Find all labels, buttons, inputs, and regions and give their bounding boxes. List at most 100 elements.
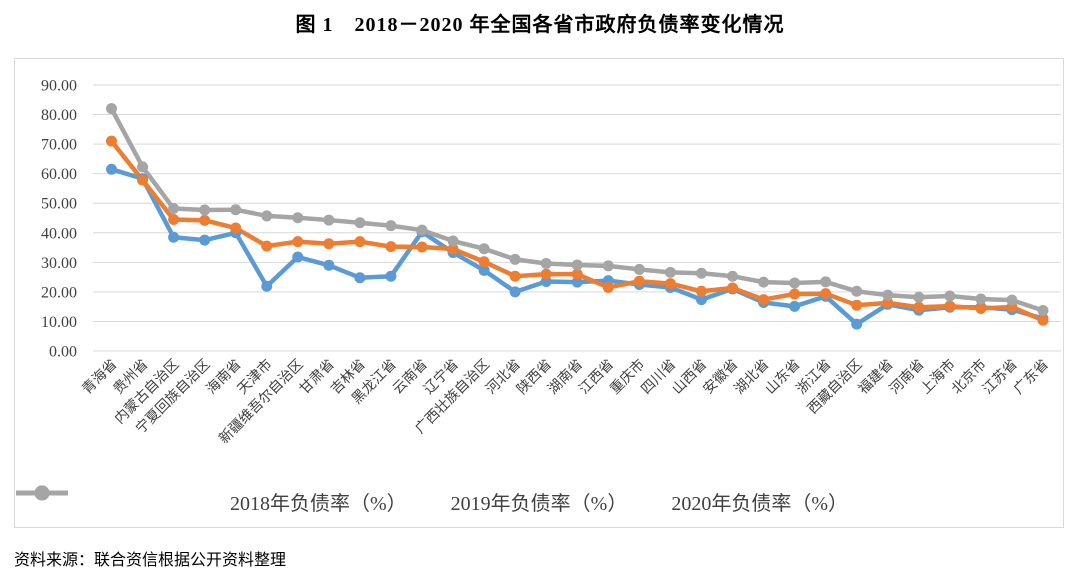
- data-point: [106, 163, 117, 175]
- data-point: [261, 240, 273, 252]
- data-point: [695, 267, 707, 279]
- data-point: [664, 266, 676, 278]
- data-point: [602, 260, 614, 272]
- legend-label: 2019年负债率（%）: [450, 492, 628, 515]
- data-point: [944, 290, 956, 302]
- data-point: [633, 263, 645, 275]
- data-point: [447, 235, 459, 247]
- data-point: [199, 234, 211, 246]
- data-point: [230, 222, 242, 234]
- data-point: [106, 135, 117, 147]
- data-point: [261, 210, 273, 222]
- data-point: [354, 272, 366, 284]
- data-point: [416, 241, 428, 253]
- data-point: [540, 258, 552, 270]
- chart-legend: 2018年负债率（%） 2019年负债率（%） 2020年负债率（%）: [15, 484, 1063, 518]
- data-point: [478, 256, 490, 268]
- data-point: [727, 282, 738, 294]
- data-point: [168, 203, 180, 215]
- data-point: [323, 259, 335, 271]
- data-point: [820, 288, 832, 300]
- y-axis-tick-label: 10.00: [41, 314, 77, 331]
- data-point: [1037, 314, 1049, 326]
- data-point: [1037, 305, 1049, 317]
- legend-item: 2020年负债率（%）: [16, 485, 848, 516]
- data-point: [758, 276, 770, 288]
- data-point: [106, 103, 117, 115]
- legend-label: 2018年负债率（%）: [229, 492, 407, 515]
- data-point: [820, 276, 832, 288]
- data-point: [323, 214, 335, 226]
- data-point: [602, 281, 614, 293]
- data-point: [385, 241, 397, 253]
- data-point: [851, 318, 863, 330]
- legend-marker-icon: [16, 485, 68, 501]
- data-point: [571, 276, 583, 288]
- data-point: [168, 213, 180, 225]
- source-note: 资料来源：联合资信根据公开资料整理: [14, 552, 287, 569]
- data-point: [695, 294, 707, 306]
- data-point: [478, 264, 490, 276]
- data-point: [168, 231, 180, 243]
- data-point: [137, 174, 149, 186]
- y-axis-tick-label: 90.00: [41, 78, 77, 95]
- y-axis-tick-label: 70.00: [41, 137, 77, 154]
- y-axis-tick-label: 30.00: [41, 255, 77, 272]
- data-point: [261, 280, 273, 292]
- data-point: [354, 217, 366, 229]
- data-point: [882, 289, 894, 301]
- data-point: [571, 268, 583, 280]
- data-point: [292, 236, 304, 248]
- data-point: [292, 251, 304, 263]
- data-point: [727, 270, 738, 282]
- data-point: [416, 224, 428, 236]
- data-point: [385, 270, 397, 282]
- data-point: [354, 236, 366, 248]
- y-axis-tick-label: 60.00: [41, 166, 77, 183]
- series-line: [109, 139, 1044, 323]
- chart-title: 图 1 2018－2020 年全国各省市政府负债率变化情况: [295, 14, 785, 36]
- y-axis-tick-label: 20.00: [41, 284, 77, 301]
- data-point: [571, 259, 583, 271]
- data-point: [851, 285, 863, 297]
- data-point: [199, 214, 211, 226]
- legend-item: 2019年负债率（%）: [16, 485, 628, 516]
- data-point: [292, 212, 304, 224]
- data-point: [478, 243, 490, 255]
- data-point: [199, 204, 211, 216]
- data-point: [695, 285, 707, 297]
- data-point: [664, 278, 676, 290]
- x-axis-label: 广东省: [1011, 357, 1052, 398]
- data-point: [1006, 294, 1018, 306]
- legend-label: 2020年负债率（%）: [671, 492, 848, 515]
- data-point: [944, 300, 956, 312]
- y-axis-tick-label: 40.00: [41, 225, 77, 242]
- data-point: [447, 243, 459, 255]
- data-point: [789, 288, 801, 300]
- line-chart-canvas: 0.00 10.00 20.00 30.00 40.00 50.00 60.00 70.00 8…: [41, 78, 1061, 447]
- data-point: [509, 270, 521, 282]
- data-point: [882, 297, 894, 309]
- chart-frame: 0.00 10.00 20.00 30.00 40.00 50.00 60.00 70.00 8…: [14, 58, 1064, 528]
- y-axis-tick-label: 0.00: [49, 344, 77, 361]
- data-point: [975, 293, 987, 305]
- data-point: [913, 301, 925, 313]
- data-point: [385, 220, 397, 232]
- data-point: [789, 277, 801, 289]
- data-point: [975, 302, 987, 314]
- y-axis-tick-label: 50.00: [41, 196, 77, 213]
- data-point: [137, 161, 149, 173]
- y-axis-tick-label: 80.00: [41, 107, 77, 124]
- data-point: [509, 286, 521, 298]
- data-point: [509, 253, 521, 265]
- data-point: [851, 299, 863, 311]
- data-point: [323, 238, 335, 250]
- data-point: [633, 275, 645, 287]
- legend-item: 2018年负债率（%）: [16, 485, 407, 516]
- data-point: [758, 294, 770, 306]
- data-point: [540, 268, 552, 280]
- data-point: [789, 300, 801, 312]
- series-line: [110, 167, 1044, 327]
- data-point: [913, 291, 925, 303]
- data-point: [230, 204, 242, 216]
